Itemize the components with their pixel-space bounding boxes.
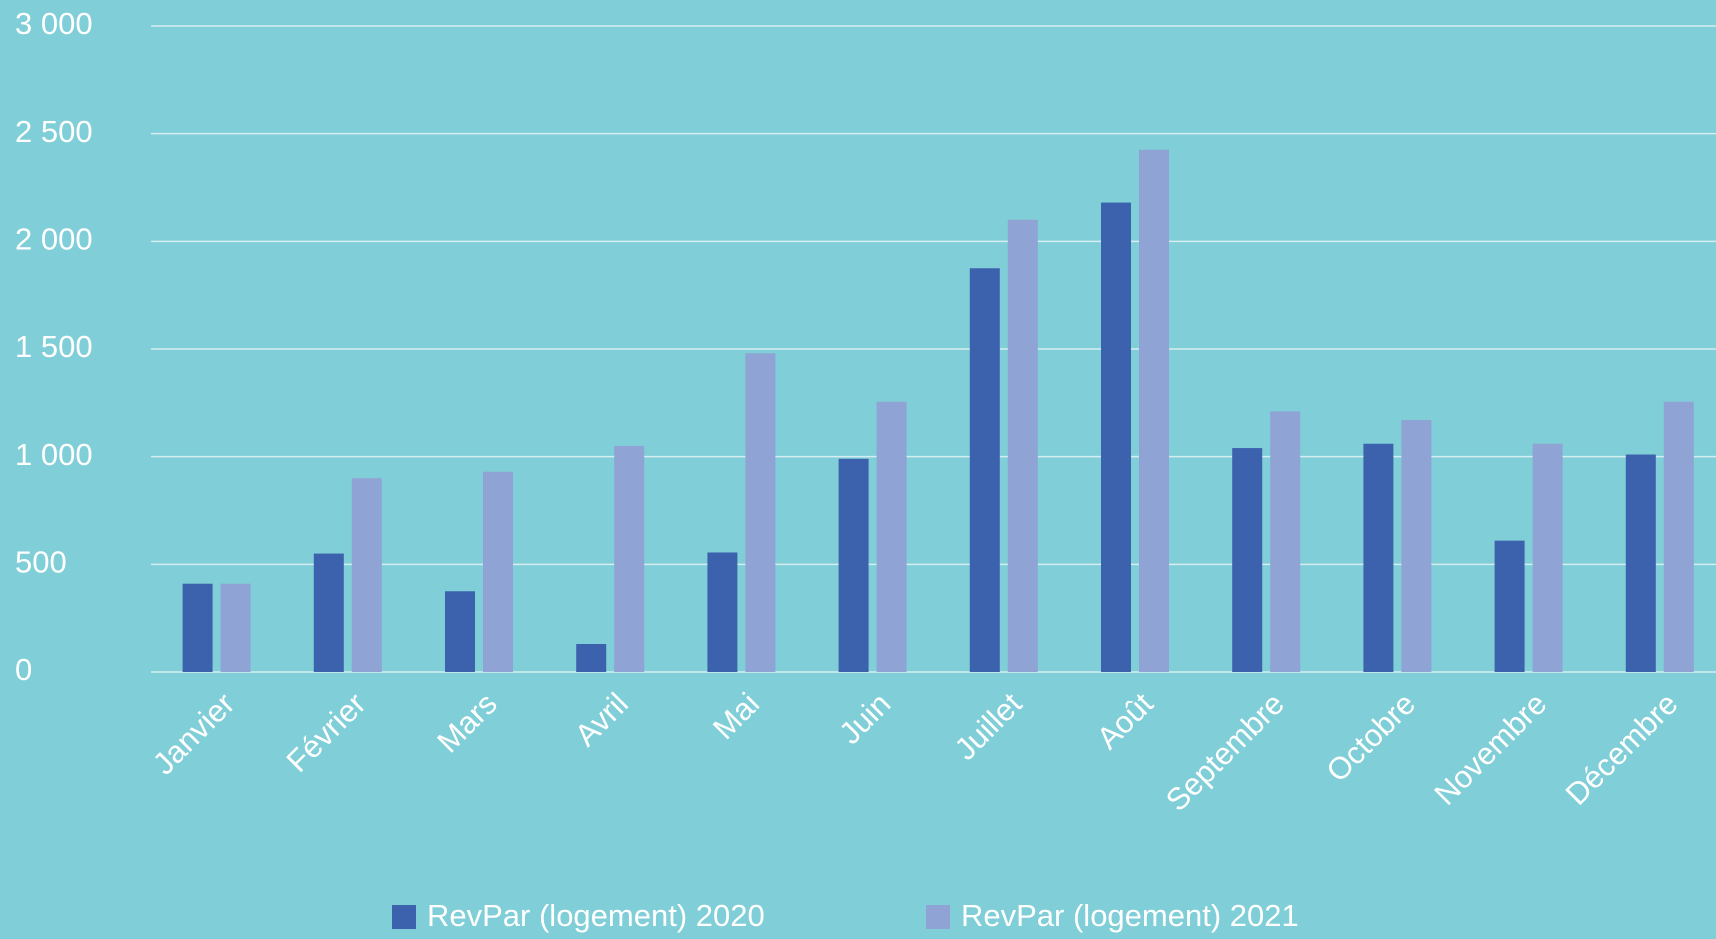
legend-label: RevPar (logement) 2020 [427, 898, 765, 933]
bar [1663, 401, 1694, 672]
bar [351, 478, 382, 672]
bar [313, 553, 344, 672]
bar [182, 583, 213, 672]
bar [1007, 219, 1038, 673]
x-tick-label: Mars [430, 686, 503, 759]
bar [1401, 420, 1432, 672]
bar [1270, 411, 1301, 672]
bar [1532, 443, 1563, 672]
bar [1101, 202, 1131, 672]
x-tick-label: Septembre [1159, 686, 1291, 818]
bar [1139, 149, 1169, 673]
bar [576, 644, 607, 672]
x-tick-label: Avril [568, 686, 635, 753]
bar [969, 268, 1000, 672]
legend-label: RevPar (logement) 2021 [961, 898, 1299, 933]
bar [1232, 448, 1263, 672]
y-tick-label: 0 [15, 652, 32, 687]
x-tick-label: Août [1090, 686, 1160, 756]
x-tick-label: Novembre [1427, 686, 1553, 812]
bar [707, 552, 738, 672]
legend-swatch [392, 905, 416, 929]
x-tick-label: Janvier [146, 686, 241, 781]
y-tick-label: 2 500 [15, 114, 93, 149]
legend-swatch [926, 905, 950, 929]
bar [483, 471, 513, 672]
bar [220, 583, 251, 672]
x-tick-label: Décembre [1559, 686, 1685, 812]
bar [1625, 454, 1656, 672]
x-tick-label: Octobre [1319, 686, 1422, 789]
bar [1494, 540, 1525, 672]
x-tick-label: Février [280, 686, 373, 779]
y-tick-label: 1 000 [15, 437, 93, 472]
bar [838, 458, 869, 672]
y-tick-label: 1 500 [15, 329, 93, 364]
bar [876, 401, 907, 672]
x-tick-label: Mai [706, 686, 766, 746]
bar [745, 353, 776, 672]
y-tick-label: 3 000 [15, 6, 93, 41]
y-tick-label: 2 000 [15, 222, 93, 257]
bar [1363, 443, 1394, 672]
x-tick-label: Juin [832, 686, 897, 751]
x-tick-label: Juillet [948, 686, 1029, 767]
bar [614, 445, 645, 672]
y-tick-label: 500 [15, 545, 67, 580]
bar [445, 591, 475, 672]
